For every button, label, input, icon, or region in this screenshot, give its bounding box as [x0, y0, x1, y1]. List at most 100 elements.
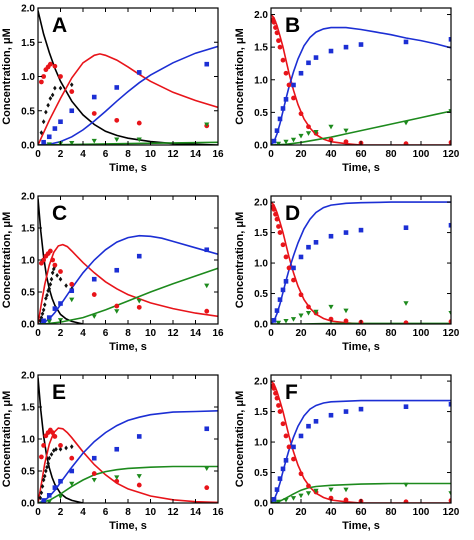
x-tick-label-e: 4 — [80, 507, 86, 518]
points-a — [38, 61, 210, 145]
y-tick-label-c: 0.0 — [21, 320, 35, 331]
x-tick-label-f: 80 — [385, 507, 397, 518]
diamond-point-diamond-e — [54, 446, 58, 452]
square-point-blue-b — [313, 55, 319, 60]
x-tick-label-e: 12 — [167, 507, 179, 518]
circle-point-red-c — [69, 281, 75, 287]
triangle-point-green-d — [403, 301, 409, 306]
circle-point-red-a — [114, 117, 120, 123]
circle-point-red-b — [277, 44, 283, 50]
circle-point-red-d — [277, 230, 283, 235]
x-tick-label-c: 12 — [167, 328, 179, 339]
square-point-blue-d — [277, 297, 283, 302]
circle-point-red-d — [276, 224, 281, 229]
x-tick-label-c: 4 — [80, 328, 86, 339]
square-point-blue-d — [403, 225, 409, 230]
circle-point-red-b — [286, 82, 292, 88]
square-point-blue-d — [343, 230, 349, 235]
circle-point-red-b — [403, 141, 409, 145]
curve-green-b — [271, 110, 451, 145]
circle-point-red-f — [286, 444, 292, 450]
triangle-point-green-b — [328, 124, 334, 130]
square-point-blue-a — [69, 108, 75, 114]
circle-point-red-e — [50, 430, 56, 435]
circle-point-red-a — [38, 79, 44, 85]
x-tick-label-d: 80 — [385, 328, 397, 339]
circle-point-red-f — [274, 395, 280, 401]
circle-point-red-d — [306, 304, 311, 310]
x-tick-label-f: 120 — [443, 507, 460, 518]
x-axis-label-e: Time, s — [109, 520, 147, 532]
circle-point-red-b — [328, 137, 334, 143]
diamond-point-diamond-a — [39, 130, 44, 136]
diamond-point-diamond-c — [42, 302, 47, 308]
x-tick-label-f: 100 — [413, 507, 430, 518]
triangle-point-green-f — [298, 493, 304, 499]
diamond-point-diamond-a — [44, 109, 48, 115]
x-tick-label-d: 0 — [268, 328, 274, 339]
square-point-blue-f — [313, 419, 319, 424]
triangle-point-green-f — [283, 497, 289, 503]
circle-point-red-f — [328, 495, 334, 501]
panel-label-b: B — [285, 14, 300, 37]
y-axis-label-c: Concentration, μM — [1, 212, 13, 309]
triangle-point-green-d — [343, 308, 349, 314]
triangle-point-green-b — [403, 120, 409, 126]
square-point-blue-b — [277, 116, 283, 122]
y-tick-label-b: 2.0 — [254, 10, 268, 21]
x-tick-label-b: 80 — [385, 149, 397, 160]
x-tick-label-f: 20 — [295, 507, 307, 518]
diamond-point-diamond-a — [48, 96, 53, 101]
triangle-point-green-b — [275, 141, 282, 145]
y-tick-label-b: 1.5 — [254, 43, 268, 54]
square-point-blue-b — [403, 39, 409, 45]
x-tick-label-e: 10 — [145, 507, 157, 518]
triangle-point-green-d — [313, 309, 319, 315]
x-tick-label-b: 100 — [413, 149, 430, 160]
y-axis-label-e: Concentration, μM — [1, 391, 13, 488]
diamond-point-diamond-e — [42, 473, 47, 479]
x-axis-label-b: Time, s — [342, 162, 380, 174]
triangle-point-green-f — [305, 491, 312, 496]
curve-red-a — [38, 53, 218, 145]
square-point-blue-f — [271, 497, 277, 502]
square-point-blue-d — [271, 318, 277, 323]
circle-point-red-c — [50, 257, 56, 263]
diamond-point-diamond-c — [49, 276, 54, 282]
y-tick-label-e: 0.0 — [21, 499, 35, 510]
square-point-blue-f — [274, 487, 280, 492]
diamond-point-diamond-e — [46, 460, 50, 466]
circle-point-red-a — [52, 63, 58, 69]
x-tick-label-e: 16 — [212, 507, 224, 518]
x-tick-label-c: 14 — [190, 328, 202, 339]
circle-point-red-b — [343, 139, 349, 145]
curve-black-a — [38, 10, 218, 145]
y-tick-label-c: 2.0 — [21, 192, 35, 203]
triangle-point-green-b — [305, 131, 312, 136]
panel-a: 0 2 4 6 8 10 12 14 16 0.0 0.5 1.0 1.5 2.0 Time, s Conce… — [1, 4, 224, 175]
panel-d: 0 20 40 60 80 100 120 0.0 0.5 1.0 1.5 2.0 Time, s Con… — [234, 195, 460, 353]
circle-point-red-c — [204, 308, 210, 314]
circle-point-red-b — [274, 30, 280, 36]
circle-point-red-e — [58, 443, 63, 448]
diamond-point-diamond-c — [41, 307, 46, 313]
square-point-blue-d — [448, 222, 451, 228]
square-point-blue-d — [358, 227, 364, 233]
triangle-point-green-c — [204, 283, 210, 289]
circle-point-red-b — [306, 124, 311, 130]
x-tick-label-a: 0 — [35, 149, 41, 160]
circle-point-red-a — [41, 74, 47, 79]
x-tick-label-a: 2 — [58, 149, 64, 160]
triangle-point-green-c — [69, 297, 75, 303]
circle-point-red-d — [273, 211, 278, 217]
y-tick-label-c: 1.0 — [21, 256, 35, 267]
y-tick-label-f: 2.0 — [254, 377, 268, 388]
square-point-blue-f — [298, 433, 304, 439]
y-tick-label-b: 0.5 — [254, 108, 268, 119]
diamond-point-diamond-a — [41, 119, 46, 125]
square-point-blue-c — [69, 288, 75, 294]
circle-point-red-a — [47, 61, 53, 67]
triangle-point-green-a — [91, 138, 97, 144]
square-point-blue-c — [204, 247, 210, 253]
triangle-point-green-f — [343, 487, 349, 493]
